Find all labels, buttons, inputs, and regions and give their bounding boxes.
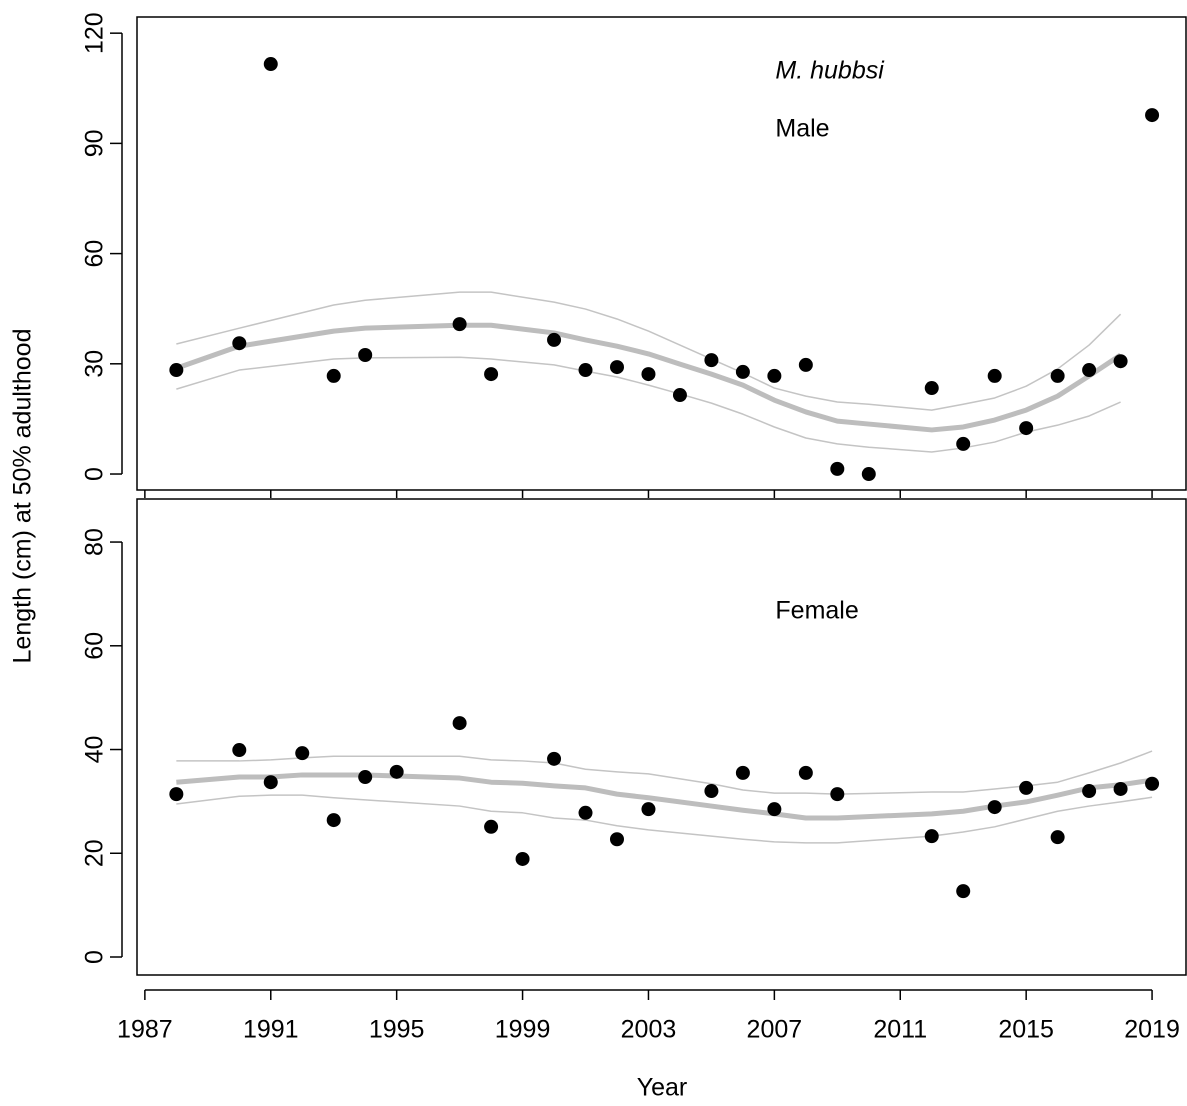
y-tick-label: 40 <box>81 736 109 764</box>
point <box>1019 421 1034 436</box>
point <box>609 832 624 847</box>
point <box>452 716 467 731</box>
point <box>232 743 247 758</box>
point <box>578 363 593 378</box>
point <box>358 347 373 362</box>
annotation: M. hubbsi <box>775 57 885 85</box>
point <box>169 787 184 802</box>
point <box>798 765 813 780</box>
x-tick-label: 1995 <box>369 1016 425 1044</box>
y-tick-label: 120 <box>81 12 109 54</box>
y-tick-label: 60 <box>81 240 109 268</box>
point <box>1145 108 1160 123</box>
x-tick-label: 2011 <box>873 1016 927 1044</box>
point <box>672 388 687 403</box>
point <box>798 357 813 372</box>
point <box>263 57 278 72</box>
point <box>484 367 499 382</box>
x-tick-label: 1991 <box>243 1016 299 1044</box>
x-axis-label: Year <box>637 1074 688 1102</box>
x-tick-label: 2019 <box>1124 1016 1180 1044</box>
point <box>389 764 404 779</box>
x-tick-label: 2003 <box>621 1016 677 1044</box>
point <box>578 805 593 820</box>
point <box>1082 363 1097 378</box>
point <box>830 461 845 476</box>
y-tick-label: 90 <box>81 129 109 157</box>
point <box>987 368 1002 383</box>
point <box>830 787 845 802</box>
x-tick-label: 1987 <box>117 1016 173 1044</box>
point <box>987 800 1002 815</box>
point <box>326 368 341 383</box>
point <box>704 353 719 368</box>
panel-frame <box>136 498 1187 976</box>
point <box>956 436 971 451</box>
point <box>326 813 341 828</box>
point <box>704 784 719 799</box>
point <box>232 336 247 351</box>
y-axis-label: Length (cm) at 50% adulthood <box>9 329 37 664</box>
fit-line <box>175 322 1122 433</box>
fit-lower <box>176 794 1153 844</box>
point <box>1145 776 1160 791</box>
x-tick-label: 2015 <box>998 1016 1054 1044</box>
point <box>484 819 499 834</box>
point <box>1019 780 1034 795</box>
fit-upper <box>176 291 1122 411</box>
point <box>263 775 278 790</box>
y-tick-label: 0 <box>81 950 109 964</box>
point <box>924 381 939 396</box>
x-tick-label: 1999 <box>495 1016 551 1044</box>
point <box>861 467 876 482</box>
panel-frame <box>136 16 1187 491</box>
annotation: Female <box>775 597 858 625</box>
y-tick-label: 20 <box>81 839 109 867</box>
point <box>1082 784 1097 799</box>
y-tick-label: 60 <box>81 632 109 660</box>
point <box>295 746 310 761</box>
point <box>547 751 562 766</box>
fit-lower <box>176 356 1121 453</box>
point <box>641 802 656 817</box>
x-tick-label: 2007 <box>747 1016 803 1044</box>
point <box>924 829 939 844</box>
point <box>956 884 971 899</box>
point <box>515 851 530 866</box>
point <box>767 802 782 817</box>
y-tick-label: 80 <box>81 528 109 556</box>
point <box>1050 830 1065 845</box>
point <box>1050 368 1065 383</box>
point <box>452 317 467 332</box>
point <box>1113 781 1128 796</box>
point <box>767 368 782 383</box>
fit-upper <box>176 750 1153 795</box>
point <box>735 364 750 379</box>
y-tick-label: 30 <box>81 350 109 378</box>
point <box>547 332 562 347</box>
point <box>358 770 373 785</box>
point <box>609 360 624 375</box>
point <box>1113 354 1128 369</box>
point <box>641 367 656 382</box>
point <box>735 765 750 780</box>
y-tick-label: 0 <box>81 467 109 481</box>
point <box>169 363 184 378</box>
annotation: Male <box>775 115 829 143</box>
fit-line <box>176 772 1153 821</box>
